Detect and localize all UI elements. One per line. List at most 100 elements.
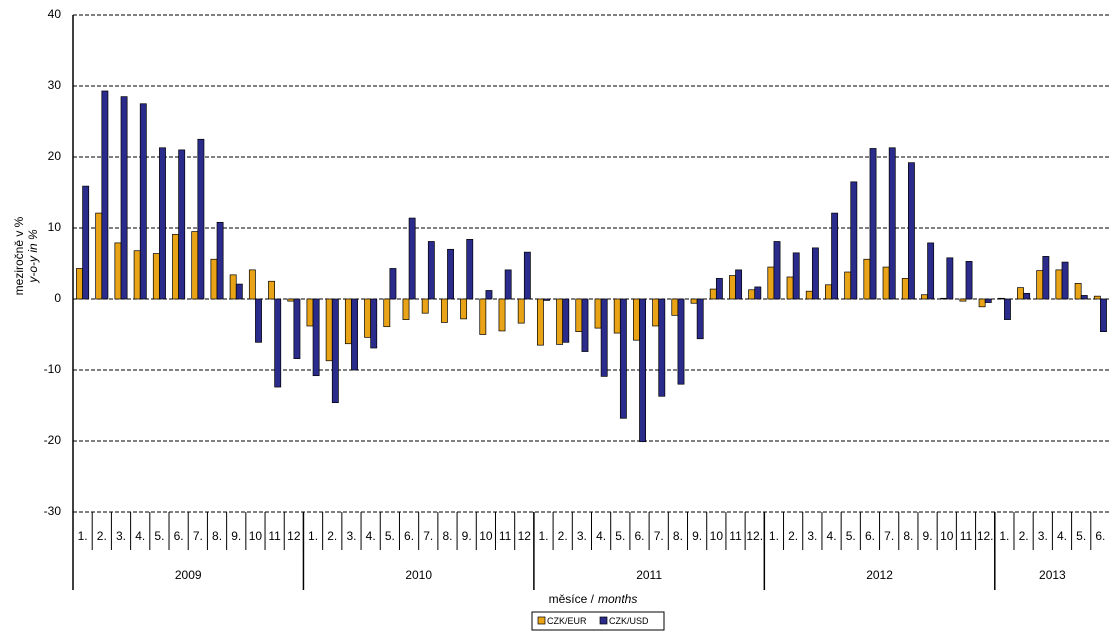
x-tick-label: 10: [479, 529, 493, 543]
bar: [248, 269, 256, 300]
bar: [619, 298, 627, 419]
bar: [293, 298, 301, 359]
x-tick-label: 12.: [977, 529, 994, 543]
bar: [408, 217, 416, 300]
bar: [671, 298, 679, 316]
bar: [485, 290, 493, 300]
bar: [383, 298, 391, 328]
bar: [139, 103, 147, 300]
bar: [82, 185, 90, 300]
bar: [767, 266, 775, 300]
bar: [95, 212, 103, 300]
bar: [427, 241, 435, 300]
legend-swatch: [599, 616, 608, 625]
bar: [76, 268, 83, 300]
bar: [729, 275, 736, 300]
bar: [159, 147, 166, 300]
bar: [869, 148, 877, 300]
legend-box: [531, 611, 665, 631]
x-tick-label: 8.: [903, 529, 913, 543]
bar: [997, 297, 1005, 300]
bar: [421, 298, 429, 314]
bar: [921, 294, 928, 300]
bar: [984, 298, 992, 303]
y-tick-label: 30: [48, 78, 62, 92]
bar: [191, 231, 199, 300]
bar: [1061, 261, 1069, 300]
bar: [908, 162, 915, 300]
x-tick-label: 4.: [1057, 529, 1067, 543]
y-tick-label: 10: [48, 220, 62, 234]
bar: [235, 283, 243, 300]
bar: [178, 149, 186, 300]
bar: [504, 269, 512, 300]
x-tick-label: 3.: [807, 529, 817, 543]
year-label: 2010: [405, 568, 432, 582]
bar: [844, 271, 852, 300]
year-label: 2013: [1039, 568, 1066, 582]
y-tick-label: -20: [44, 433, 62, 447]
x-tick-label: 4.: [596, 529, 606, 543]
year-label: 2011: [636, 568, 662, 582]
bar: [287, 298, 295, 302]
y-tick-label: 40: [48, 7, 62, 21]
x-tick-label: 6.: [174, 529, 184, 543]
bar: [805, 290, 813, 300]
bar: [652, 298, 660, 327]
bar: [600, 298, 608, 377]
bar: [677, 298, 685, 385]
bar: [946, 257, 954, 300]
x-tick-label: 5.: [846, 529, 856, 543]
bar: [389, 268, 397, 300]
x-tick-label: 5.: [385, 529, 395, 543]
x-tick-label: 9.: [462, 529, 472, 543]
x-tick-label: 2.: [97, 529, 107, 543]
bar: [274, 298, 282, 388]
bar: [479, 298, 487, 335]
x-tick-label: 11: [729, 529, 742, 543]
bar: [888, 147, 896, 300]
x-tick-label: 8.: [442, 529, 452, 543]
bar: [581, 298, 589, 352]
bar: [255, 298, 262, 343]
x-tick-label: 1.: [999, 529, 1009, 543]
bar: [959, 298, 967, 302]
bar: [197, 138, 205, 300]
bar: [613, 298, 621, 334]
x-tick-label: 7.: [884, 529, 894, 543]
bar: [575, 298, 583, 333]
bar: [440, 298, 448, 323]
bar: [633, 298, 640, 341]
y-axis-label-en: y-o-y in %: [26, 229, 40, 284]
x-tick-label: 12: [518, 529, 532, 543]
x-tick-label: 5.: [154, 529, 164, 543]
bar: [748, 289, 756, 300]
y-tick-label: 20: [48, 149, 62, 163]
x-tick-label: 6.: [865, 529, 875, 543]
year-label: 2012: [866, 568, 893, 582]
bar: [850, 181, 858, 300]
bar: [370, 298, 378, 349]
bar: [940, 297, 948, 300]
x-tick-label: 2.: [1019, 529, 1029, 543]
x-tick-label: 4.: [827, 529, 837, 543]
bar: [229, 274, 237, 300]
x-tick-label: 11: [268, 529, 281, 543]
x-tick-label: 4.: [366, 529, 376, 543]
x-tick-label: 7.: [193, 529, 203, 543]
x-tick-label: 9.: [923, 529, 933, 543]
bar: [536, 298, 544, 346]
bar: [901, 278, 909, 300]
x-tick-label: 8.: [212, 529, 222, 543]
x-tick-label: 4.: [135, 529, 145, 543]
x-tick-label: 10: [710, 529, 724, 543]
bar: [466, 239, 474, 300]
bar: [978, 298, 986, 308]
legend-label: CZK/USD: [609, 616, 649, 626]
x-tick-label: 10: [249, 529, 263, 543]
bar: [1100, 298, 1107, 333]
bar: [172, 234, 179, 300]
y-axis-label: meziročně v %: [12, 216, 26, 295]
x-tick-label: 1.: [78, 529, 88, 543]
bar: [152, 253, 160, 300]
